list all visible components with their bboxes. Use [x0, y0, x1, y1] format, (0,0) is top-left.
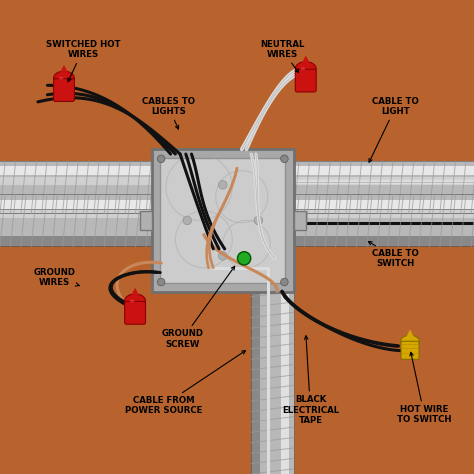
Circle shape [281, 278, 288, 286]
Text: CABLE TO
SWITCH: CABLE TO SWITCH [368, 241, 419, 268]
Bar [160, 158, 285, 283]
Bar [0, 203, 152, 213]
Bar [0, 210, 152, 218]
Bar [294, 166, 474, 175]
Bar [294, 210, 474, 218]
Circle shape [219, 181, 227, 189]
Ellipse shape [301, 67, 305, 70]
Text: NEUTRAL
WIRES: NEUTRAL WIRES [260, 40, 304, 73]
Polygon shape [129, 288, 141, 299]
Ellipse shape [130, 300, 135, 302]
Text: GROUND
WIRES: GROUND WIRES [34, 268, 80, 287]
Ellipse shape [125, 294, 146, 308]
Text: GROUND
SCREW: GROUND SCREW [162, 266, 235, 348]
Polygon shape [300, 55, 311, 66]
Polygon shape [58, 65, 70, 76]
FancyBboxPatch shape [295, 69, 316, 92]
FancyBboxPatch shape [401, 341, 419, 359]
Bar [294, 161, 474, 213]
Bar [0, 194, 152, 246]
Bar [294, 194, 474, 246]
Circle shape [219, 252, 227, 260]
Circle shape [157, 278, 165, 286]
Circle shape [281, 155, 288, 163]
Text: CABLES TO
LIGHTS: CABLES TO LIGHTS [142, 97, 195, 129]
Bar [0, 177, 152, 185]
Circle shape [237, 252, 251, 265]
Bar [281, 292, 289, 474]
Bar [294, 200, 474, 209]
FancyBboxPatch shape [54, 79, 74, 101]
Bar [0, 161, 152, 213]
Polygon shape [405, 329, 415, 339]
Bar [140, 211, 152, 230]
Text: SWITCHED HOT
WIRES: SWITCHED HOT WIRES [46, 40, 120, 82]
Bar [0, 166, 152, 175]
Bar [294, 211, 306, 230]
Ellipse shape [59, 77, 64, 80]
Bar [152, 149, 294, 292]
Text: CABLE FROM
POWER SOURCE: CABLE FROM POWER SOURCE [125, 351, 246, 415]
Bar [294, 236, 474, 246]
FancyBboxPatch shape [125, 301, 146, 324]
Ellipse shape [401, 336, 419, 347]
Text: BLACK
ELECTRICAL
TAPE: BLACK ELECTRICAL TAPE [282, 336, 339, 425]
Bar [251, 292, 260, 474]
Bar [0, 236, 152, 246]
Bar [294, 177, 474, 185]
Text: CABLE TO
LIGHT: CABLE TO LIGHT [369, 97, 419, 162]
Circle shape [254, 216, 263, 225]
Bar [294, 203, 474, 213]
Ellipse shape [54, 71, 74, 85]
Circle shape [183, 216, 191, 225]
Bar [0, 200, 152, 209]
Ellipse shape [295, 62, 316, 76]
Text: HOT WIRE
TO SWITCH: HOT WIRE TO SWITCH [397, 352, 451, 424]
Bar [251, 292, 294, 474]
Circle shape [157, 155, 165, 163]
